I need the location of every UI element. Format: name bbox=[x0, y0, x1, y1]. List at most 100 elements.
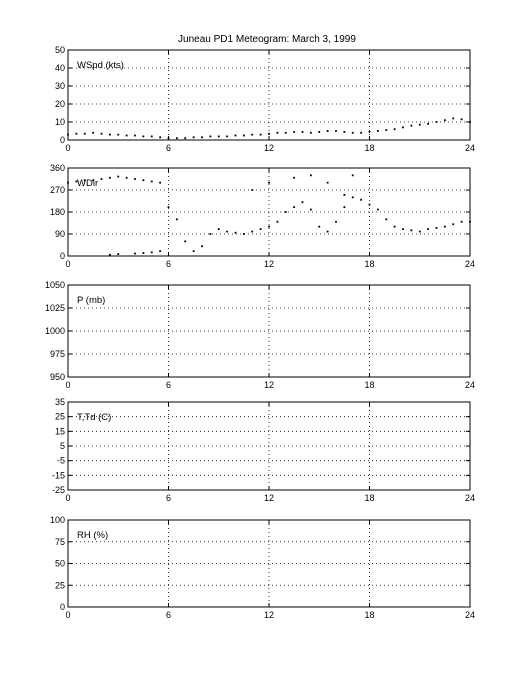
wdir-series1-point bbox=[184, 240, 187, 243]
wdir-series1-point bbox=[192, 250, 195, 253]
wspd-series1-point bbox=[343, 131, 346, 133]
wspd-series1-point bbox=[75, 132, 78, 135]
wdir-series1-point bbox=[251, 230, 254, 233]
wdir-x-tick-label: 6 bbox=[166, 259, 171, 269]
wspd-x-tick-label: 12 bbox=[264, 143, 274, 153]
wdir-series2-point bbox=[108, 253, 111, 256]
temp-x-tick-label: 24 bbox=[465, 493, 475, 503]
wspd-series1-point bbox=[268, 132, 270, 135]
temp-y-tick-label: -25 bbox=[52, 485, 65, 495]
wdir-series2-point bbox=[251, 189, 254, 191]
wspd-series1-point bbox=[469, 121, 471, 123]
wdir-series1-point bbox=[142, 179, 145, 182]
wdir-series1-point bbox=[209, 233, 212, 235]
wspd-series1-point bbox=[201, 136, 203, 139]
wdir-series2-point bbox=[268, 181, 270, 184]
wdir-series1-point bbox=[368, 203, 371, 206]
wspd-series1-point bbox=[108, 133, 111, 136]
wspd-x-tick-label: 6 bbox=[166, 143, 171, 153]
temp-y-tick-label: 35 bbox=[55, 397, 65, 407]
wspd-y-tick-label: 50 bbox=[55, 45, 65, 55]
wdir-series1-point bbox=[268, 225, 270, 228]
wdir-y-tick-label: 360 bbox=[50, 163, 65, 173]
wdir-series1-point bbox=[75, 180, 78, 183]
wdir-series1-point bbox=[284, 211, 287, 213]
pressure-x-tick-label: 18 bbox=[364, 380, 374, 390]
wspd-series1-point bbox=[393, 128, 396, 131]
pressure-y-tick-label: 1025 bbox=[45, 303, 65, 313]
rh-panel: 0 25 50 75 100 0 6 12 18 24 RH (%) bbox=[50, 515, 475, 620]
wspd-series1-point bbox=[376, 130, 379, 132]
wspd-series1-point bbox=[159, 136, 162, 139]
wspd-series1-point bbox=[125, 134, 128, 137]
wspd-series1-point bbox=[443, 119, 446, 122]
wdir-series1-point bbox=[242, 233, 245, 235]
wdir-series1-point bbox=[376, 208, 379, 211]
wdir-x-tick-label: 12 bbox=[264, 259, 274, 269]
wspd-y-tick-label: 20 bbox=[55, 99, 65, 109]
wspd-series1-point bbox=[226, 135, 229, 138]
wdir-series1-point bbox=[276, 220, 279, 223]
wspd-series1-point bbox=[184, 137, 187, 140]
wdir-label: WDir bbox=[77, 178, 98, 189]
temp-x-tick-label: 6 bbox=[166, 493, 171, 503]
wdir-x-tick-label: 18 bbox=[364, 259, 374, 269]
wspd-series1-point bbox=[100, 132, 103, 135]
wdir-series1-point bbox=[134, 178, 136, 180]
wdir-series1-point bbox=[125, 176, 128, 179]
wdir-series1-point bbox=[108, 176, 111, 179]
wdir-series1-point bbox=[83, 179, 86, 182]
wdir-series1-point bbox=[351, 196, 354, 199]
wspd-y-tick-label: 10 bbox=[55, 117, 65, 127]
wspd-x-tick-label: 18 bbox=[364, 143, 374, 153]
rh-y-tick-label: 50 bbox=[55, 559, 65, 569]
temp-y-tick-label: -15 bbox=[52, 470, 65, 480]
wspd-series1-point bbox=[326, 130, 329, 132]
wdir-y-tick-label: 180 bbox=[50, 207, 65, 217]
rh-x-tick-label: 6 bbox=[166, 610, 171, 620]
pressure-x-tick-label: 6 bbox=[166, 380, 171, 390]
temp-y-tick-label: 25 bbox=[55, 412, 65, 422]
wspd-series1-point bbox=[410, 124, 413, 127]
wdir-series1-point bbox=[293, 206, 296, 209]
wdir-series2-point bbox=[134, 252, 136, 255]
wdir-series1-point bbox=[443, 225, 446, 228]
rh-label: RH (%) bbox=[77, 530, 108, 541]
wspd-series1-point bbox=[284, 131, 287, 134]
wspd-series1-point bbox=[217, 135, 220, 138]
wdir-series2-point bbox=[326, 181, 329, 184]
wdir-series1-point bbox=[418, 230, 421, 233]
wdir-series1-point bbox=[318, 225, 321, 228]
rh-y-tick-label: 100 bbox=[50, 515, 65, 525]
wdir-series1-point bbox=[226, 230, 229, 233]
rh-y-tick-label: 0 bbox=[60, 602, 65, 612]
wspd-series1-point bbox=[418, 123, 421, 126]
wdir-series1-point bbox=[343, 206, 346, 209]
wdir-series2-point bbox=[351, 174, 354, 177]
pressure-y-tick-label: 975 bbox=[50, 349, 65, 359]
wspd-series1-point bbox=[92, 131, 95, 134]
wdir-series2-point bbox=[117, 253, 120, 255]
wdir-series1-point bbox=[309, 208, 312, 211]
wdir-series1-point bbox=[452, 223, 455, 226]
wdir-series2-point bbox=[343, 193, 346, 196]
wspd-series1-point bbox=[318, 131, 321, 133]
pressure-y-tick-label: 1050 bbox=[45, 280, 65, 290]
rh-y-tick-label: 75 bbox=[55, 537, 65, 547]
wspd-series1-point bbox=[259, 133, 262, 136]
wspd-series1-point bbox=[150, 135, 153, 138]
wspd-series1-point bbox=[134, 134, 136, 137]
temp-panel: -25 -15 -5 5 15 25 35 0 6 12 18 24 T,Td (C) bbox=[52, 397, 475, 503]
wspd-series1-point bbox=[402, 126, 404, 129]
wspd-series1-point bbox=[83, 132, 86, 135]
wdir-series1-point bbox=[460, 220, 463, 223]
temp-y-tick-label: 15 bbox=[55, 426, 65, 436]
rh-x-tick-label: 18 bbox=[364, 610, 374, 620]
wdir-series1-point bbox=[201, 245, 203, 248]
temp-x-tick-label: 18 bbox=[364, 493, 374, 503]
wspd-series1-point bbox=[276, 131, 279, 134]
wspd-series1-point bbox=[351, 131, 354, 134]
wspd-series1-point bbox=[251, 133, 254, 136]
wspd-x-tick-label: 0 bbox=[65, 143, 70, 153]
